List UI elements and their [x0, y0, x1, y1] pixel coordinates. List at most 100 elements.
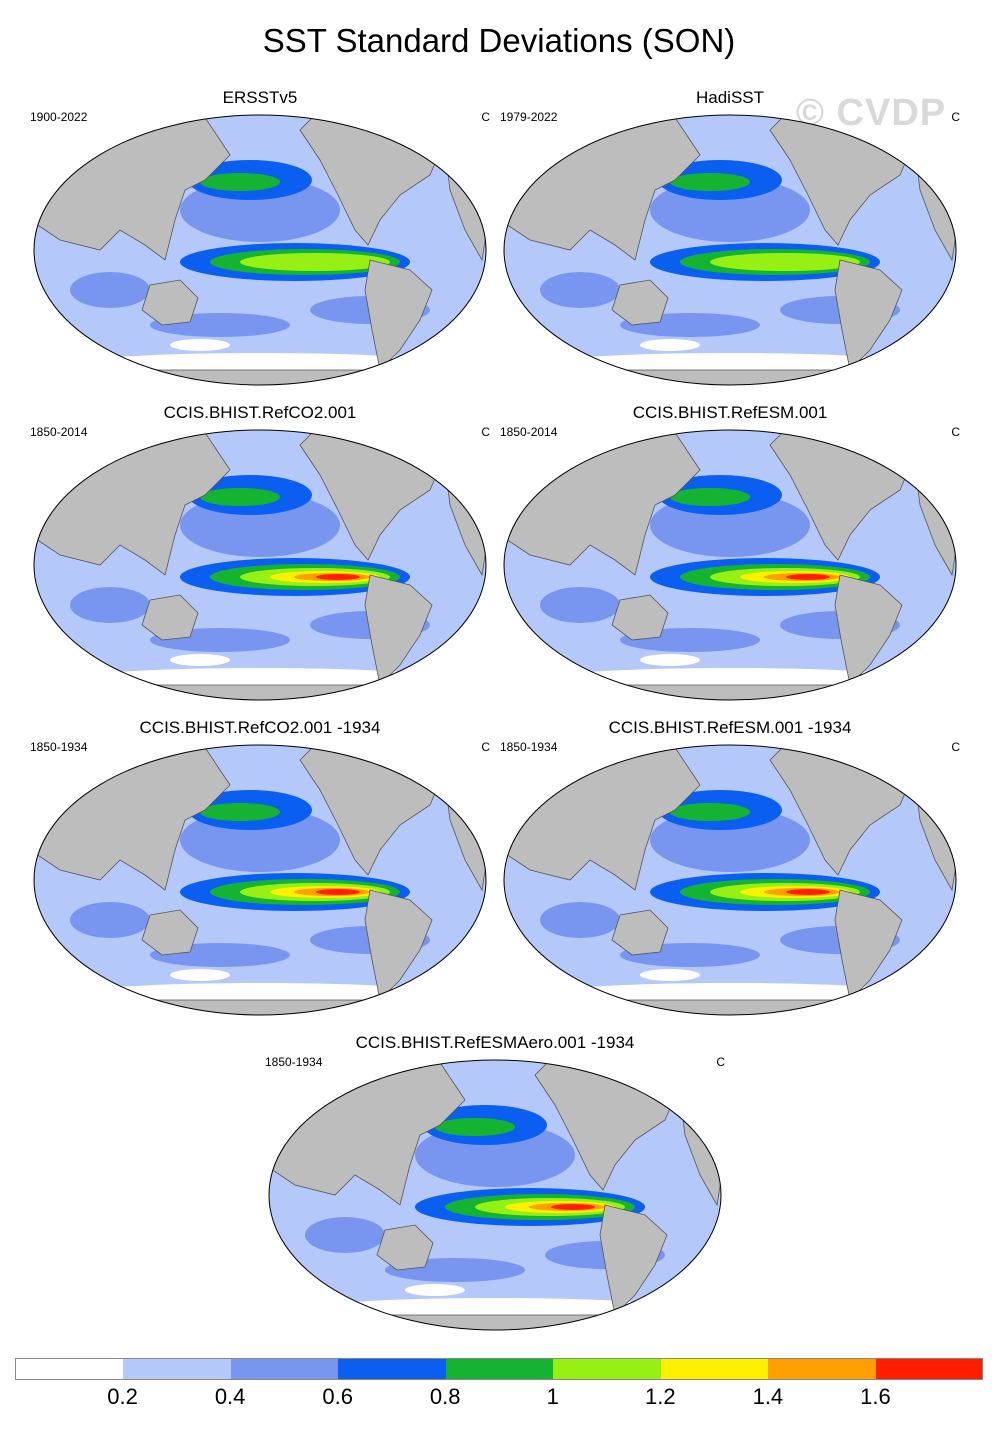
north-pacific-core — [200, 173, 280, 191]
colorbar-label: 1.6 — [860, 1384, 891, 1409]
enso-tongue-peak — [551, 1204, 595, 1210]
sst-patch — [70, 272, 150, 308]
map-outline — [268, 1059, 722, 1331]
map-panel: CCIS.BHIST.RefESM.001 -1934 1850-1934 C — [500, 718, 960, 1016]
sst-patch — [305, 1217, 385, 1253]
panel-title: CCIS.BHIST.RefESM.001 -1934 — [608, 718, 852, 737]
panel-years: 1850-1934 — [265, 1055, 323, 1069]
panel-title: ERSSTv5 — [222, 88, 298, 107]
colorbar-label: 0.2 — [107, 1384, 138, 1409]
map-outline — [503, 744, 957, 1016]
colorbar — [15, 1358, 984, 1380]
sst-map — [33, 744, 487, 1016]
south-america-land — [834, 889, 903, 1001]
colorbar-box — [122, 1358, 231, 1380]
australia-land — [141, 594, 199, 641]
panel-years: 1979-2022 — [500, 110, 558, 124]
south-america-land — [599, 1204, 668, 1316]
colorbar-label: 1 — [546, 1384, 559, 1409]
colorbar-box — [445, 1358, 554, 1380]
australia-land — [141, 279, 199, 326]
sst-map — [268, 1059, 722, 1331]
panel-title: CCIS.BHIST.RefCO2.001 -1934 — [139, 718, 381, 737]
north-pacific-core — [200, 488, 280, 506]
north-pacific-core — [670, 488, 750, 506]
antarctica-land — [504, 999, 956, 1015]
colorbar-label: 0.4 — [214, 1384, 246, 1409]
map-outline — [503, 429, 957, 701]
antarctica-land — [34, 369, 486, 385]
map-panel: HadiSST 1979-2022 C — [500, 88, 960, 386]
map-outline — [33, 744, 487, 1016]
southern-ocean-patch — [640, 339, 700, 351]
southern-ocean-patch — [170, 969, 230, 981]
south-america-land — [364, 259, 433, 371]
panel-unit: C — [716, 1055, 725, 1069]
panel-unit: C — [481, 425, 490, 439]
colorbar-label: 0.6 — [322, 1384, 353, 1409]
enso-tongue-peak — [316, 259, 360, 265]
enso-tongue-peak — [786, 889, 830, 895]
panel-unit: C — [481, 740, 490, 754]
antarctica-land — [269, 1314, 721, 1330]
southern-ocean-patch — [170, 654, 230, 666]
antarctica-land — [504, 684, 956, 700]
panel-title: CCIS.BHIST.RefESMAero.001 -1934 — [355, 1033, 635, 1052]
colorbar-outline — [15, 1358, 983, 1380]
panel-title: CCIS.BHIST.RefCO2.001 — [163, 403, 357, 422]
colorbar-box — [15, 1358, 124, 1380]
map-panel: ERSSTv5 1900-2022 C — [30, 88, 490, 386]
map-panel: CCIS.BHIST.RefESM.001 1850-2014 C — [500, 403, 960, 701]
map-outline — [503, 114, 957, 386]
enso-tongue-peak — [316, 889, 360, 895]
colorbar-box — [767, 1358, 876, 1380]
sst-map — [33, 429, 487, 701]
southern-ocean-patch — [405, 1284, 465, 1296]
panel-title: CCIS.BHIST.RefESM.001 — [632, 403, 828, 422]
sst-map — [33, 114, 487, 386]
south-america-land — [834, 574, 903, 686]
sst-patch — [540, 902, 620, 938]
north-pacific-core — [670, 803, 750, 821]
panel-years: 1900-2022 — [30, 110, 88, 124]
map-outline — [33, 114, 487, 386]
panel-unit: C — [951, 740, 960, 754]
colorbar-box — [875, 1358, 984, 1380]
sst-map — [503, 744, 957, 1016]
australia-land — [611, 279, 669, 326]
colorbar-box — [337, 1358, 446, 1380]
panel-unit: C — [951, 110, 960, 124]
colorbar-label: 0.8 — [429, 1384, 461, 1409]
australia-land — [141, 909, 199, 956]
colorbar-box — [552, 1358, 661, 1380]
enso-tongue-peak — [786, 259, 830, 265]
figure-title: SST Standard Deviations (SON) — [262, 22, 736, 59]
south-america-land — [834, 259, 903, 371]
sst-map — [503, 114, 957, 386]
panel-unit: C — [951, 425, 960, 439]
panel-years: 1850-1934 — [500, 740, 558, 754]
sst-patch — [540, 272, 620, 308]
enso-tongue-peak — [786, 574, 830, 580]
south-america-land — [364, 889, 433, 1001]
australia-land — [611, 594, 669, 641]
southern-ocean-patch — [170, 339, 230, 351]
sst-patch — [70, 902, 150, 938]
panel-years: 1850-2014 — [30, 425, 88, 439]
map-panel: CCIS.BHIST.RefESMAero.001 -1934 1850-1934… — [265, 1033, 725, 1331]
colorbar-label: 1.2 — [645, 1384, 676, 1409]
southern-ocean-patch — [640, 969, 700, 981]
southern-ocean-patch — [640, 654, 700, 666]
sst-map — [503, 429, 957, 701]
map-outline — [33, 429, 487, 701]
panel-unit: C — [481, 110, 490, 124]
antarctica-land — [34, 999, 486, 1015]
panel-years: 1850-2014 — [500, 425, 558, 439]
north-pacific-core — [670, 173, 750, 191]
antarctica-land — [34, 684, 486, 700]
colorbar-label: 1.4 — [752, 1384, 784, 1409]
south-america-land — [364, 574, 433, 686]
australia-land — [376, 1224, 434, 1271]
panel-title: HadiSST — [695, 88, 765, 107]
north-pacific-core — [200, 803, 280, 821]
